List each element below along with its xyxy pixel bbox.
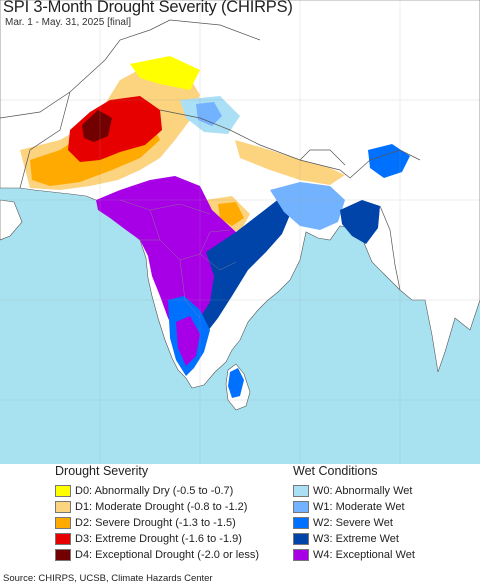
legend-swatch-d3 [55,532,71,545]
legend-label-w2: W2: Severe Wet [313,516,393,529]
d3-region-pakistan [68,96,162,162]
legend-swatch-w3 [293,532,309,545]
land-arabia [0,199,23,241]
legend-item-d3: D3: Extreme Drought (-1.6 to -1.9) [55,531,242,546]
d1-region-nepal [235,140,345,185]
legend-item-d0: D0: Abnormally Dry (-0.5 to -0.7) [55,483,233,498]
d0-region-north [130,56,200,90]
legend-swatch-w2 [293,516,309,529]
legend-label-w3: W3: Extreme Wet [313,532,399,545]
legend-label-d1: D1: Moderate Drought (-0.8 to -1.2) [75,500,248,513]
map-subtitle: Mar. 1 - May. 31, 2025 [final] [5,17,131,28]
legend-label-w4: W4: Exceptional Wet [313,548,415,561]
legend-item-w2: W2: Severe Wet [293,515,393,530]
legend-item-w1: W1: Moderate Wet [293,499,405,514]
drought-map: SPI 3-Month Drought Severity (CHIRPS) Ma… [0,0,480,464]
legend-item-d1: D1: Moderate Drought (-0.8 to -1.2) [55,499,247,514]
w3-region-east [180,198,292,352]
w1-region-bengal [270,182,345,230]
legend-label-w0: W0: Abnormally Wet [313,484,413,497]
w2-region-sri-lanka [228,368,244,398]
legend-swatch-d2 [55,516,71,529]
d4-region-pakistan [82,110,112,142]
legend-item-w3: W3: Extreme Wet [293,531,399,546]
w2-region-northeast [368,144,410,178]
legend-item-d2: D2: Severe Drought (-1.3 to -1.5) [55,515,236,530]
w4-region-india [96,176,272,344]
legend-label-w1: W1: Moderate Wet [313,500,405,513]
w1-region-north [196,102,222,126]
drought-legend-title: Drought Severity [55,464,149,478]
map-svg [0,0,480,464]
borders [0,19,421,291]
legend-swatch-w0 [293,484,309,497]
legend-label-d0: D0: Abnormally Dry (-0.5 to -0.7) [75,484,234,497]
legend-swatch-w4 [293,548,309,561]
legend-label-d4: D4: Exceptional Drought (-2.0 or less) [75,548,260,561]
map-title: SPI 3-Month Drought Severity (CHIRPS) [3,0,293,16]
legend-swatch-d4 [55,548,71,561]
graticule [0,0,480,464]
legend-item-w0: W0: Abnormally Wet [293,483,412,498]
legend-swatch-d0 [55,484,71,497]
legend-item-w4: W4: Exceptional Wet [293,547,415,562]
d2-region-central [218,202,244,226]
w4-region-south [176,316,200,366]
w3-region-northeast [340,200,380,244]
legend-label-d2: D2: Severe Drought (-1.3 to -1.5) [75,516,236,529]
source-credit: Source: CHIRPS, UCSB, Climate Hazards Ce… [3,573,213,584]
legend-item-d4: D4: Exceptional Drought (-2.0 or less) [55,547,259,562]
legend: Drought Severity Wet Conditions D0: Abno… [0,464,480,570]
wet-legend-title: Wet Conditions [293,464,378,478]
legend-label-d3: D3: Extreme Drought (-1.6 to -1.9) [75,532,242,545]
legend-swatch-w1 [293,500,309,513]
legend-swatch-d1 [55,500,71,513]
